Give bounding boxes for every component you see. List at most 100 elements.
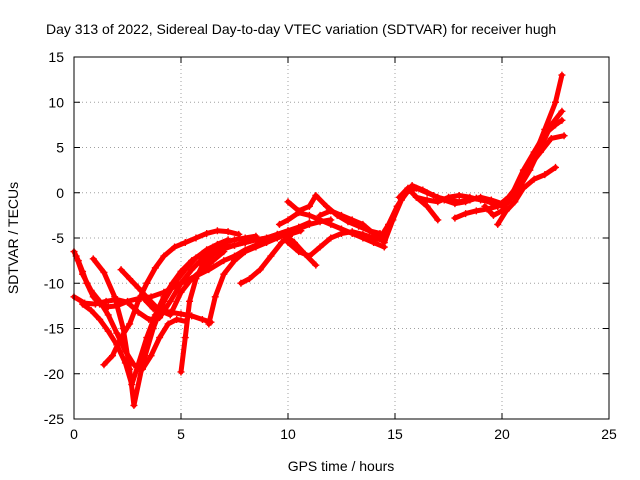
data-point-marker bbox=[256, 266, 264, 274]
data-point-marker bbox=[177, 279, 185, 287]
data-point-marker bbox=[87, 306, 95, 314]
data-point-marker bbox=[209, 257, 217, 265]
y-axis-label: SDTVAR / TECUs bbox=[5, 182, 21, 294]
y-tick-label: 15 bbox=[48, 49, 64, 65]
data-point-marker bbox=[130, 401, 138, 409]
data-point-marker bbox=[124, 298, 131, 306]
data-point-marker bbox=[472, 207, 480, 215]
data-point-marker bbox=[203, 246, 211, 254]
y-tick-label: 0 bbox=[56, 185, 64, 201]
data-point-marker bbox=[558, 107, 566, 115]
data-point-marker bbox=[241, 248, 249, 256]
data-point-marker bbox=[423, 196, 431, 204]
data-point-marker bbox=[380, 239, 388, 247]
data-point-marker bbox=[252, 243, 260, 251]
data-point-marker bbox=[141, 296, 149, 304]
data-point-marker bbox=[102, 297, 110, 305]
data-point-marker bbox=[181, 266, 189, 274]
data-series bbox=[494, 163, 559, 228]
data-point-marker bbox=[149, 305, 157, 313]
x-tick-label: 25 bbox=[601, 426, 617, 442]
data-point-marker bbox=[100, 361, 108, 369]
data-series bbox=[141, 296, 215, 326]
data-point-marker bbox=[104, 311, 112, 319]
data-point-marker bbox=[552, 98, 559, 106]
data-point-marker bbox=[134, 284, 142, 292]
data-point-marker bbox=[434, 216, 442, 224]
data-point-marker bbox=[126, 275, 134, 283]
data-point-marker bbox=[305, 220, 313, 228]
data-point-marker bbox=[327, 207, 335, 215]
data-point-marker bbox=[235, 230, 243, 238]
data-point-marker bbox=[530, 148, 538, 156]
data-point-marker bbox=[552, 163, 559, 171]
series-layer bbox=[70, 71, 568, 409]
data-point-marker bbox=[91, 300, 99, 308]
data-series bbox=[237, 227, 305, 287]
data-point-marker bbox=[151, 264, 159, 272]
data-point-marker bbox=[126, 320, 134, 328]
x-tick-label: 5 bbox=[177, 426, 185, 442]
data-point-marker bbox=[158, 306, 166, 314]
data-point-marker bbox=[171, 243, 179, 251]
data-point-marker bbox=[530, 175, 538, 183]
data-point-marker bbox=[487, 198, 495, 206]
data-point-marker bbox=[430, 191, 438, 199]
data-point-marker bbox=[111, 293, 119, 301]
data-point-marker bbox=[143, 279, 151, 287]
data-point-marker bbox=[224, 236, 232, 244]
data-point-marker bbox=[237, 279, 245, 287]
data-point-marker bbox=[147, 352, 155, 360]
data-point-marker bbox=[113, 329, 121, 337]
data-point-marker bbox=[560, 132, 568, 140]
data-point-marker bbox=[312, 191, 320, 199]
data-point-marker bbox=[558, 71, 566, 79]
data-point-marker bbox=[280, 229, 288, 237]
data-point-marker bbox=[220, 245, 228, 253]
data-point-marker bbox=[96, 315, 104, 323]
data-point-marker bbox=[541, 171, 549, 179]
data-point-marker bbox=[100, 268, 108, 276]
y-tick-label: -20 bbox=[44, 366, 64, 382]
data-point-marker bbox=[288, 229, 296, 237]
data-point-marker bbox=[295, 207, 303, 215]
data-point-marker bbox=[149, 325, 157, 332]
data-point-marker bbox=[267, 252, 275, 260]
data-point-marker bbox=[198, 315, 206, 323]
data-point-marker bbox=[466, 193, 474, 201]
data-point-marker bbox=[171, 279, 179, 287]
data-point-marker bbox=[348, 216, 356, 224]
data-point-marker bbox=[316, 211, 324, 219]
data-point-marker bbox=[359, 230, 367, 238]
data-point-marker bbox=[177, 368, 185, 376]
data-point-marker bbox=[323, 202, 331, 210]
x-axis-label: GPS time / hours bbox=[288, 458, 395, 474]
data-point-marker bbox=[213, 240, 221, 248]
data-point-marker bbox=[537, 148, 545, 156]
data-point-marker bbox=[192, 254, 200, 262]
data-point-marker bbox=[198, 261, 206, 269]
data-point-marker bbox=[173, 315, 181, 323]
data-point-marker bbox=[389, 216, 397, 224]
data-point-marker bbox=[205, 320, 213, 328]
data-point-marker bbox=[203, 229, 211, 237]
data-point-marker bbox=[290, 239, 298, 247]
y-tick-label: -5 bbox=[52, 230, 65, 246]
data-point-marker bbox=[462, 198, 470, 206]
data-point-marker bbox=[494, 202, 502, 210]
data-point-marker bbox=[445, 193, 452, 201]
data-point-marker bbox=[327, 220, 335, 228]
data-point-marker bbox=[359, 220, 367, 228]
grid-layer bbox=[74, 57, 609, 419]
data-point-marker bbox=[297, 227, 305, 235]
data-point-marker bbox=[138, 361, 146, 369]
data-point-marker bbox=[451, 200, 459, 208]
data-point-marker bbox=[177, 310, 185, 318]
y-tick-label: -15 bbox=[44, 321, 64, 337]
data-point-marker bbox=[160, 297, 168, 305]
data-point-marker bbox=[160, 252, 168, 260]
chart-title: Day 313 of 2022, Sidereal Day-to-day VTE… bbox=[46, 21, 556, 37]
data-point-marker bbox=[558, 116, 566, 124]
data-point-marker bbox=[241, 239, 249, 247]
